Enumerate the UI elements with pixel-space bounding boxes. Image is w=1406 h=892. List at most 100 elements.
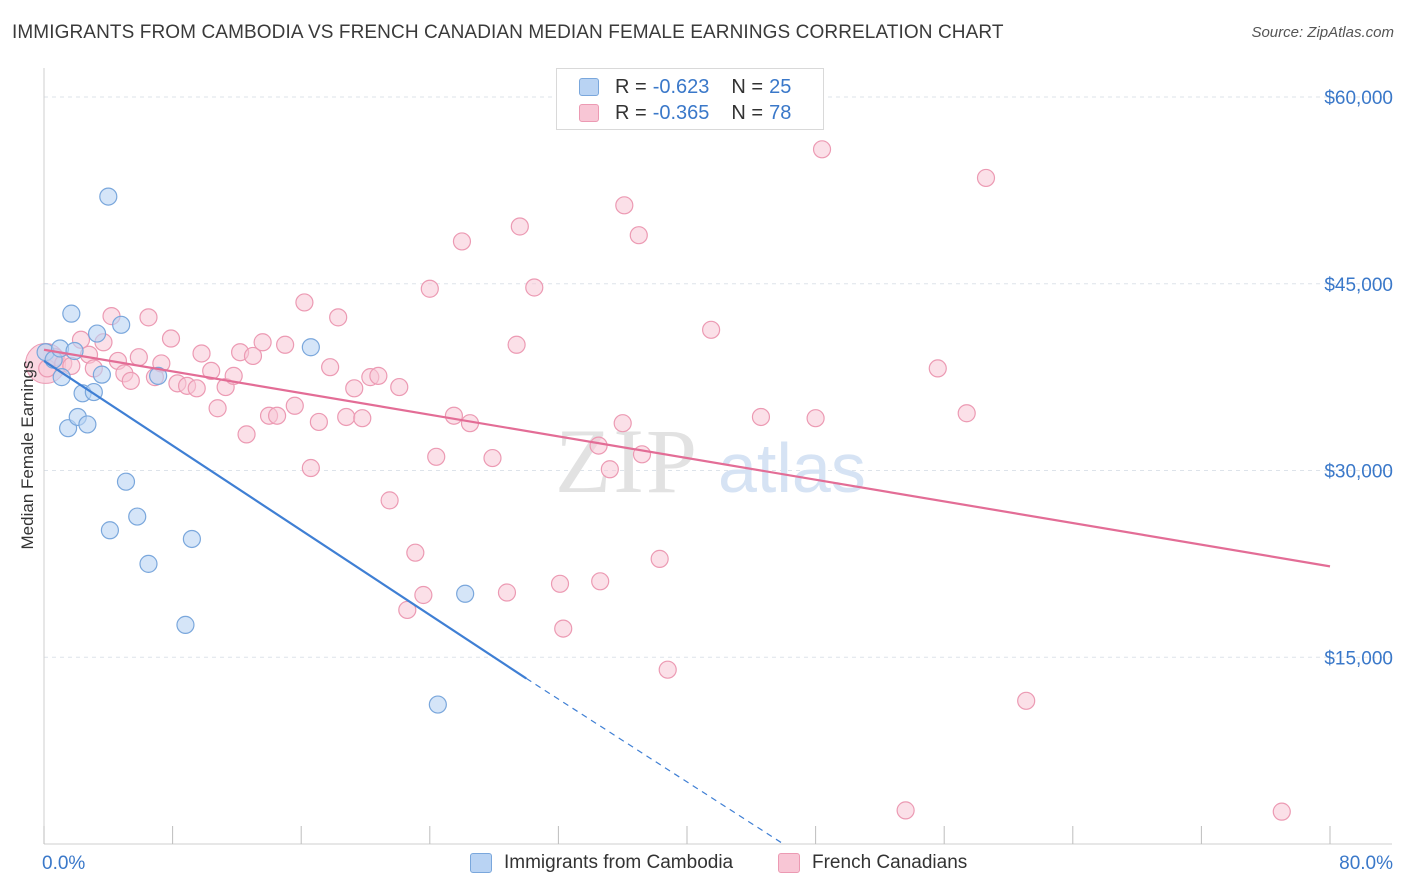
data-point <box>1272 802 1291 821</box>
data-point <box>116 472 136 491</box>
legend-r-label: R = <box>615 75 647 98</box>
data-point <box>427 447 446 466</box>
y-axis-label: Median Female Earnings <box>18 361 37 550</box>
data-point <box>192 344 211 363</box>
gridlines <box>44 96 1392 658</box>
y-tick-label: $60,000 <box>1324 88 1393 109</box>
data-point <box>380 491 399 510</box>
data-point <box>295 293 314 312</box>
data-point <box>806 409 825 428</box>
data-point <box>267 406 287 425</box>
data-point <box>301 458 320 478</box>
data-point <box>285 396 304 415</box>
x-tick-label: 0.0% <box>42 853 85 874</box>
data-point <box>390 377 409 397</box>
data-point <box>928 359 947 378</box>
data-point <box>87 324 107 343</box>
y-tick-label: $15,000 <box>1324 648 1393 669</box>
data-point <box>369 366 388 385</box>
data-point <box>253 333 272 352</box>
data-point <box>149 366 168 385</box>
legend-row-french-canadians: R = -0.365 N = 78 <box>579 100 791 126</box>
legend-n-label: N = <box>731 75 764 98</box>
data-point <box>182 529 201 549</box>
data-point <box>202 361 221 380</box>
data-point <box>589 436 608 455</box>
data-point <box>128 507 147 526</box>
trend-line-cambodia <box>43 360 527 680</box>
data-point <box>100 521 120 540</box>
data-point <box>591 572 610 591</box>
data-point <box>139 308 158 327</box>
data-point <box>497 583 517 602</box>
series-legend-french-canadians[interactable]: French Canadians <box>778 852 967 874</box>
data-point <box>658 660 677 679</box>
data-point <box>420 279 439 298</box>
data-point <box>629 226 648 245</box>
data-point <box>92 365 111 384</box>
data-point <box>329 308 348 327</box>
series-swatch-pink <box>778 853 800 873</box>
data-point <box>615 196 634 215</box>
legend-n-value: 78 <box>769 101 792 124</box>
data-point <box>129 348 148 367</box>
data-point <box>525 278 544 297</box>
data-point <box>896 801 915 820</box>
data-point <box>321 358 340 377</box>
data-point <box>353 409 372 428</box>
data-point <box>957 404 976 423</box>
data-point <box>507 335 526 354</box>
data-point <box>414 585 433 605</box>
legend-n-value: 25 <box>769 75 792 98</box>
data-point <box>702 320 721 339</box>
data-point <box>78 415 97 434</box>
series-swatch-blue <box>470 853 492 873</box>
data-point <box>276 335 295 354</box>
data-point <box>208 399 227 418</box>
series-legend-label: Immigrants from Cambodia <box>504 852 734 873</box>
data-point <box>1017 691 1036 710</box>
legend-row-cambodia: R = -0.623 N = 25 <box>579 74 791 100</box>
data-point <box>237 425 256 444</box>
data-point <box>121 371 140 390</box>
legend-n-label: N = <box>731 101 764 124</box>
y-tick-label: $45,000 <box>1324 275 1393 296</box>
x-tick-label: 80.0% <box>1339 853 1393 874</box>
data-point <box>613 414 632 433</box>
legend-r-value: -0.365 <box>652 101 710 124</box>
data-point <box>62 304 81 323</box>
data-point <box>812 140 832 159</box>
data-point <box>161 329 181 348</box>
data-point <box>510 217 529 236</box>
data-point <box>550 574 570 593</box>
legend-r-label: R = <box>615 101 647 124</box>
french-canadians-points <box>25 140 1291 821</box>
data-point <box>112 315 131 334</box>
data-point <box>187 379 206 398</box>
data-point <box>650 549 669 568</box>
data-point <box>301 338 320 357</box>
data-point <box>751 407 771 427</box>
data-point <box>483 448 502 468</box>
series-legend: Immigrants from Cambodia French Canadian… <box>0 852 1406 878</box>
data-point <box>456 584 475 603</box>
data-point <box>345 379 364 398</box>
data-point <box>976 168 996 188</box>
data-point <box>398 600 417 620</box>
trend-lines <box>43 348 1331 845</box>
series-legend-cambodia[interactable]: Immigrants from Cambodia <box>470 852 733 874</box>
series-legend-label: French Canadians <box>812 852 968 873</box>
data-point <box>99 187 118 206</box>
axes <box>43 68 1392 845</box>
data-point <box>428 695 447 714</box>
trend-line-french-canadians <box>43 348 1331 568</box>
chart-source: Source: ZipAtlas.com <box>1251 24 1394 41</box>
legend-swatch-blue <box>579 78 599 96</box>
legend-swatch-pink <box>579 104 599 122</box>
data-point <box>309 412 328 432</box>
trend-line-cambodia-extension <box>525 677 784 845</box>
tick-labels: $15,000 $30,000 $45,000 $60,000 0.0% 80.0% <box>42 88 1393 874</box>
data-point <box>554 619 573 638</box>
cambodia-points <box>36 187 475 714</box>
